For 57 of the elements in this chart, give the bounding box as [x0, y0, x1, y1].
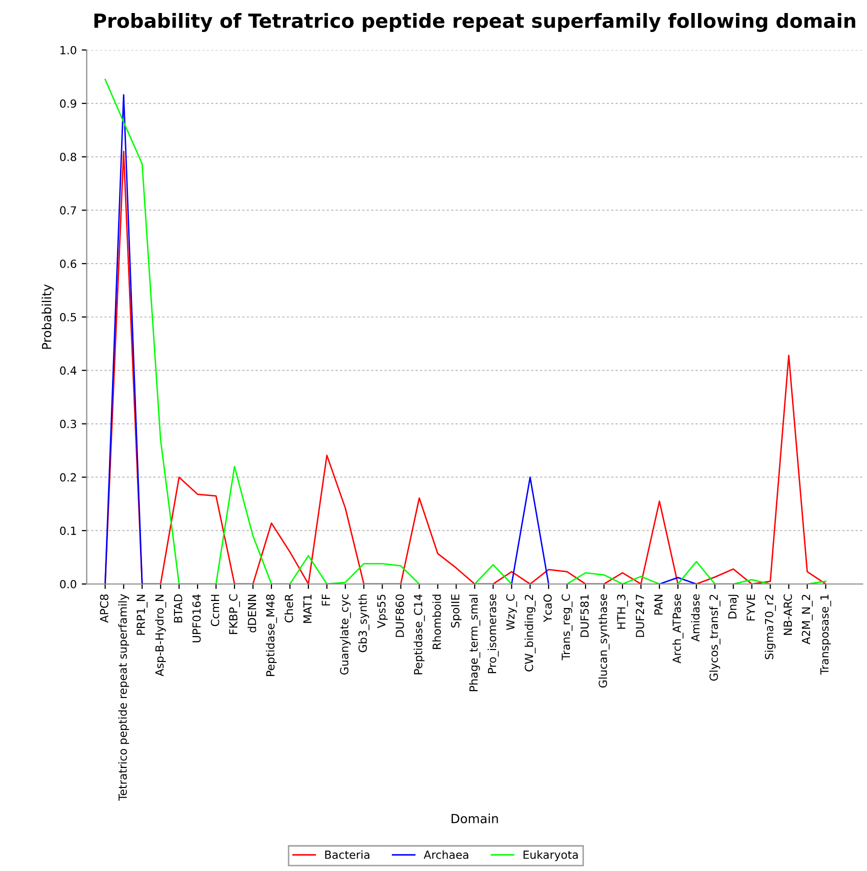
y-axis-title: Probability	[42, 284, 54, 349]
x-tick-label: Peptidase_M48	[266, 594, 277, 676]
x-tick-label: FF	[322, 594, 330, 606]
y-tick-label: 0.6	[60, 260, 76, 268]
y-tick-label: 0.8	[60, 152, 76, 162]
x-axis-title: Domain	[452, 814, 498, 824]
x-tick-label: Vps55	[377, 594, 388, 628]
x-tick-label: FYVE	[746, 594, 755, 620]
x-tick-label: YcaO	[543, 594, 552, 622]
x-tick-label: UPF0164	[192, 594, 201, 642]
x-tick-label: Glycos_transf_2	[709, 594, 720, 681]
y-tick-label: 1.0	[60, 46, 76, 54]
x-tick-label: Peptidase_C14	[414, 594, 425, 674]
x-tick-label: CcmH	[210, 594, 220, 626]
chart-title: Probability of Tetratrico peptide repeat superfamily following domain	[94, 13, 856, 32]
x-tick-label: Phage_term_smal	[469, 594, 480, 692]
x-tick-label: Wzy_C	[506, 594, 518, 630]
y-tick-label: 0.3	[60, 420, 76, 428]
y-tick-label: 0.4	[60, 366, 76, 375]
x-tick-label: Arch_ATPase	[672, 594, 684, 664]
x-tick-label: DUF581	[580, 594, 589, 637]
x-tick-label: Asp-B-Hydro_N	[155, 594, 166, 676]
y-tick-label: 0.5	[60, 312, 76, 322]
x-tick-label: Rhomboid	[432, 594, 441, 650]
x-tick-label: Amidase	[691, 594, 700, 642]
x-tick-label: DUF247	[636, 594, 644, 637]
x-tick-label: CheR	[284, 594, 294, 622]
x-tick-label: DUF860	[396, 594, 404, 637]
x-tick-label: Transposase_1	[820, 594, 832, 675]
x-tick-label: Glucan_synthase	[598, 594, 610, 688]
x-tick-label: MAT1	[303, 594, 312, 623]
legend-label: Bacteria	[325, 850, 370, 859]
x-tick-label: dDENN	[248, 594, 256, 632]
x-tick-label: NB-ARC	[784, 594, 792, 635]
x-tick-label: Pro_isomerase	[488, 594, 499, 674]
x-tick-label: BTAD	[174, 594, 182, 622]
legend-label: Eukaryota	[524, 850, 578, 862]
x-tick-label: Tetratrico peptide repeat superfamily	[118, 594, 130, 801]
x-tick-label: SpoIIE	[451, 594, 462, 628]
y-tick-label: 0.9	[60, 99, 76, 108]
x-tick-label: Trans_reg_C	[562, 594, 572, 660]
x-tick-label: APC8	[100, 594, 108, 623]
x-tick-label: Gb3_synth	[358, 594, 370, 652]
y-tick-label: 0.1	[60, 526, 76, 535]
y-tick-label: 0.2	[60, 473, 76, 482]
x-tick-label: A2M_N_2	[802, 594, 813, 644]
y-tick-label: 0.7	[60, 206, 76, 215]
x-tick-label: DnaJ	[728, 594, 739, 618]
x-tick-label: Guanylate_cyc	[340, 594, 351, 675]
legend-label: Archaea	[424, 850, 468, 859]
x-tick-label: PAN	[654, 594, 662, 615]
x-tick-label: Sigma70_r2	[764, 594, 776, 660]
x-tick-label: FKBP_C	[229, 594, 240, 634]
x-tick-label: PRP1_N	[136, 594, 148, 635]
x-tick-label: HTH_3	[617, 594, 628, 629]
x-tick-label: CW_binding_2	[524, 594, 536, 672]
y-tick-label: 0.0	[60, 580, 76, 588]
